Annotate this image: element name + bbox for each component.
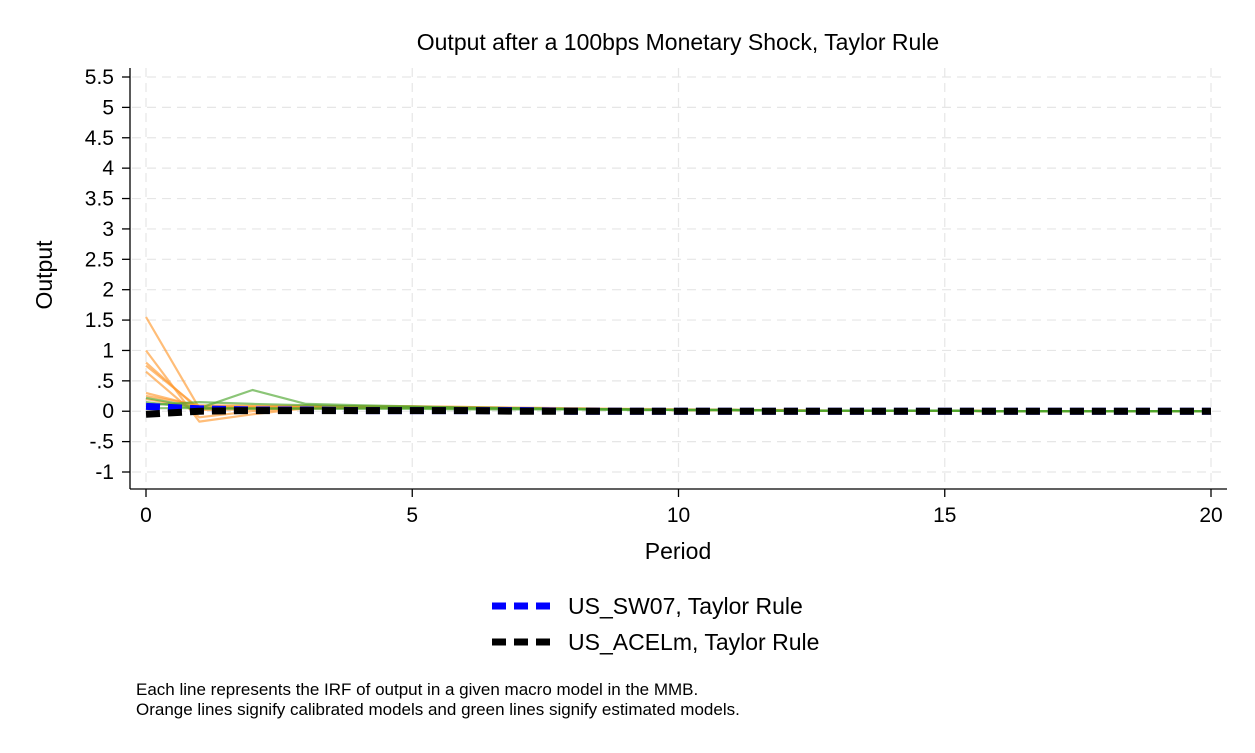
y-axis-title: Output [31,240,57,310]
y-tick-label: .5 [96,370,114,393]
y-tick-label: 3.5 [85,188,114,211]
y-tick-label: 4 [102,157,114,180]
x-axis-ticks: 0 5 10 15 20 [140,489,1223,527]
y-tick-label: 5 [102,96,114,119]
y-tick-label: 4.5 [85,127,114,150]
x-tick-label: 15 [933,504,956,527]
y-tick-label: 3 [102,218,114,241]
y-axis-ticks: -1 -.5 0 .5 1 1.5 2 2.5 3 3.5 4 4.5 5 5.5 [85,66,130,484]
y-tick-label: 2.5 [85,248,114,271]
y-tick-label: 5.5 [85,66,114,89]
chart-title: Output after a 100bps Monetary Shock, Ta… [417,29,939,55]
x-axis-title: Period [645,538,711,564]
x-tick-label: 10 [667,504,690,527]
y-tick-label: 2 [102,279,114,302]
x-tick-label: 0 [140,504,152,527]
legend: US_SW07, Taylor Rule US_ACELm, Taylor Ru… [492,593,819,655]
y-tick-label: 1 [102,339,114,362]
legend-label-us-sw07: US_SW07, Taylor Rule [568,593,803,619]
x-tick-label: 20 [1199,504,1222,527]
y-tick-label: -.5 [89,431,114,454]
gridlines [132,68,1227,487]
y-tick-label: 1.5 [85,309,114,332]
chart-note-1: Each line represents the IRF of output i… [136,680,699,699]
chart-note-2: Orange lines signify calibrated models a… [136,700,740,719]
y-tick-label: 0 [102,400,114,423]
series-line-us-acelm [145,407,1211,418]
highlight-series [145,402,1211,418]
x-tick-label: 5 [406,504,418,527]
legend-label-us-acelm: US_ACELm, Taylor Rule [568,629,819,655]
y-tick-label: -1 [95,461,114,484]
